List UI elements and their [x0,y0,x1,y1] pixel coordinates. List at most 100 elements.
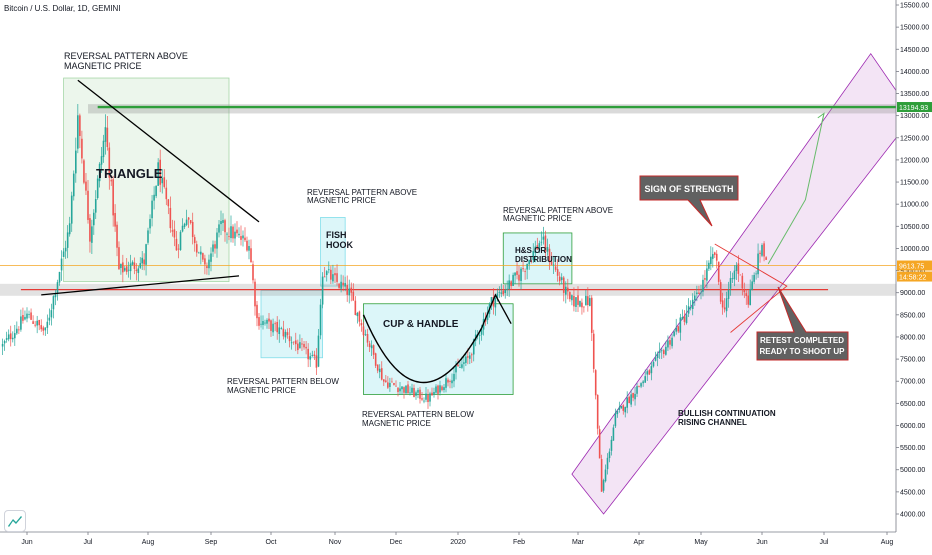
candle-body [594,370,597,396]
candle [274,321,276,332]
candle [437,384,439,400]
y-tick-label: 11000.00 [900,202,929,209]
candle-body [48,317,51,321]
candle-body [191,221,194,238]
candle-body [5,338,8,340]
candle [232,224,234,243]
candle-body [195,244,198,253]
candle [272,318,274,336]
candle [465,352,467,366]
candle [60,250,63,281]
candle [562,275,565,302]
candle-body [727,289,730,299]
candle [127,261,130,278]
candle [137,265,140,282]
candle-body [262,321,264,326]
candle-body [590,297,593,333]
candle [157,158,159,186]
y-tick-label: 13000.00 [900,113,929,120]
candle [665,341,667,356]
candle-body [137,268,140,274]
candle [632,392,634,402]
candle-body [658,350,661,353]
candle-body [332,274,334,282]
candle [540,231,543,246]
candle-body [455,365,457,373]
candle-body [569,292,571,300]
candle-body [28,314,30,315]
candle-body [587,296,589,306]
candle [590,295,593,341]
candle-body [297,343,299,351]
candle-body [681,316,684,320]
candle [169,196,172,233]
candle [224,218,226,242]
candle [542,226,545,245]
candle [248,239,250,260]
candle-body [683,316,686,322]
candle-body [36,320,38,326]
candle [648,369,651,375]
candle-body [198,252,200,254]
candle [202,252,204,262]
candle [294,332,297,352]
candle-body [747,295,750,305]
candle-body [110,180,113,182]
candle [717,261,720,286]
candle [305,341,307,355]
candle [516,261,518,280]
candle-body [467,356,469,358]
candle-body [677,326,680,332]
callout-retest-completed: RETEST COMPLETED READY TO SHOOT UP [756,286,849,361]
annotation-label: REVERSAL PATTERN ABOVE [503,206,613,215]
candle [628,395,630,404]
candle-body [704,278,706,280]
y-tick-label: 13500.00 [900,91,929,98]
candle [323,266,326,278]
candle-body [667,340,669,348]
candle-body [224,220,226,233]
candle [214,240,216,254]
candle-body [250,248,252,263]
candle-body [143,259,145,265]
candle [3,339,6,351]
candle [38,319,40,331]
candle-body [640,383,642,387]
candle [560,273,563,285]
candle [191,212,194,245]
candle [423,397,425,404]
candle [36,315,38,334]
triangle-upper-line [77,79,260,223]
candle-body [579,301,581,307]
candle-body [54,294,57,298]
candle [610,435,613,456]
candle [656,351,659,367]
candle-body [46,321,49,328]
candle [401,386,403,395]
candle-body [30,312,32,320]
candle [123,266,126,272]
y-tick-label: 14000.00 [900,69,929,76]
candle [330,266,332,284]
candle [87,180,89,224]
annotation-label: REVERSAL PATTERN ABOVE [307,188,417,197]
candle-body [252,264,254,281]
triangle-lower-line [41,275,240,296]
candle-body [449,381,451,383]
candle-body [575,297,577,308]
candle-body [654,357,657,361]
candle [83,158,85,185]
y-tick-label: 7000.00 [900,379,925,386]
candle [721,292,724,315]
candle-body [366,334,369,343]
y-tick-label: 9000.00 [900,290,925,297]
candle-body [218,224,220,233]
candle [494,294,497,316]
candle-body [749,289,751,306]
candle [372,344,375,360]
countdown-tag: 14:58:22 [897,271,932,282]
candle-body [638,385,640,387]
annotation-label: REVERSAL PATTERN BELOW [227,377,339,386]
